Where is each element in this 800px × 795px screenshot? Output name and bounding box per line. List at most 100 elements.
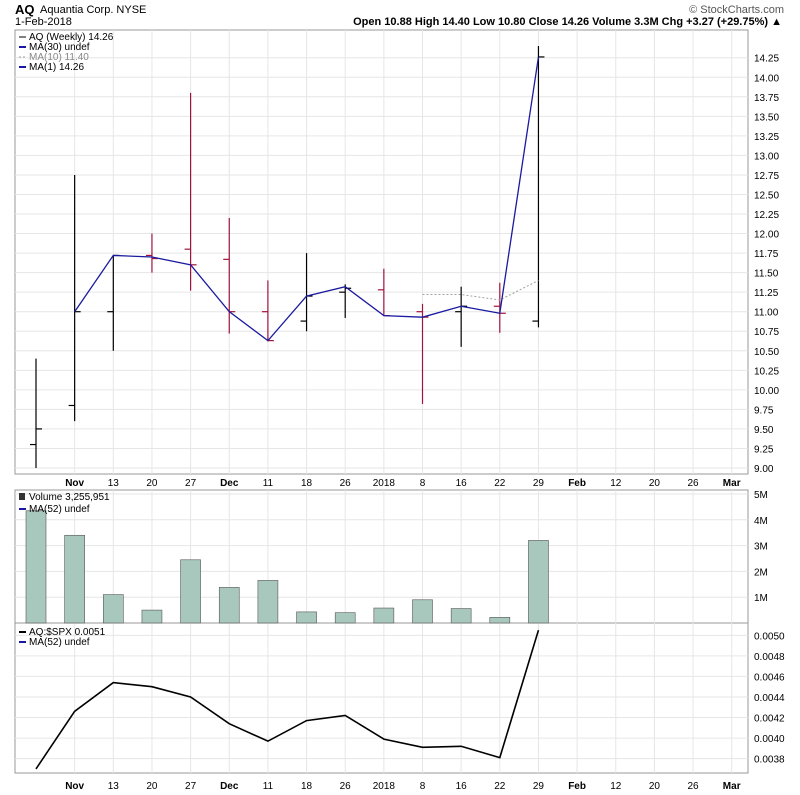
x-tick-label-bottom: Feb xyxy=(568,781,586,792)
volume-bar xyxy=(218,587,240,624)
gridlines xyxy=(15,30,748,773)
axis-labels: Nov Nov 13 13 20 20 27 27 Dec Dec 11 11 18 18 26 26 2018… xyxy=(65,54,785,792)
y-tick-label-price: 9.50 xyxy=(754,425,774,436)
x-tick-label-bottom: 20 xyxy=(649,781,661,792)
price-panel-frame xyxy=(14,29,749,475)
y-tick-label-price: 11.75 xyxy=(754,249,779,260)
ratio-ma-legend-label: MA(52) undef xyxy=(29,637,90,648)
x-tick-label-price: 22 xyxy=(494,478,506,489)
x-tick-label-price: 18 xyxy=(301,478,313,489)
ma10-line xyxy=(422,279,539,301)
y-tick-label-ratio: 0.0042 xyxy=(754,714,785,725)
volume-bar xyxy=(103,594,124,624)
y-tick-label-price: 9.75 xyxy=(754,405,774,416)
ma1-legend-label: MA(1) 14.26 xyxy=(29,62,84,73)
x-tick-label-bottom: 26 xyxy=(340,781,352,792)
y-tick-label-volume: 5M xyxy=(754,490,768,501)
ratio-line xyxy=(35,629,540,770)
volume-panel-frame xyxy=(14,489,749,624)
x-tick-label-bottom: Dec xyxy=(220,781,239,792)
y-tick-label-price: 14.00 xyxy=(754,73,779,84)
price-ohlc-bars xyxy=(30,46,545,468)
y-tick-label-price: 10.25 xyxy=(754,366,779,377)
x-tick-label-bottom: 29 xyxy=(533,781,545,792)
watermark: © StockCharts.com xyxy=(689,4,784,16)
volume-bar xyxy=(25,510,47,624)
y-tick-label-price: 13.50 xyxy=(754,112,779,123)
x-tick-label-price: Dec xyxy=(220,478,239,489)
y-tick-label-price: 10.75 xyxy=(754,327,779,338)
volume-bar xyxy=(64,534,85,624)
y-tick-label-price: 9.00 xyxy=(754,464,774,475)
x-tick-label-price: 8 xyxy=(420,478,426,489)
moving-average-lines xyxy=(74,56,540,342)
x-tick-label-price: Nov xyxy=(65,478,84,489)
volume-bar xyxy=(180,559,201,624)
x-tick-label-bottom: 20 xyxy=(146,781,158,792)
ratio-legend: AQ:$SPX 0.0051 MA(52) undef xyxy=(19,627,106,648)
company-name: Aquantia Corp. NYSE xyxy=(40,4,147,16)
y-tick-label-ratio: 0.0038 xyxy=(754,755,785,766)
volume-bar xyxy=(450,608,472,624)
y-tick-label-ratio: 0.0050 xyxy=(754,631,785,642)
y-tick-label-ratio: 0.0044 xyxy=(754,693,785,704)
price-legend: AQ (Weekly) 14.26 MA(30) undef MA(10) 11… xyxy=(19,32,114,73)
y-tick-label-price: 11.25 xyxy=(754,288,779,299)
y-tick-label-ratio: 0.0048 xyxy=(754,652,785,663)
y-tick-label-price: 11.50 xyxy=(754,269,779,280)
vol-ma-legend-label: MA(52) undef xyxy=(29,504,90,515)
volume-bar xyxy=(489,617,511,624)
y-tick-label-ratio: 0.0040 xyxy=(754,734,785,745)
ticker-symbol: AQ xyxy=(15,2,35,17)
x-tick-label-bottom: 13 xyxy=(108,781,120,792)
x-tick-label-bottom: 26 xyxy=(687,781,699,792)
x-tick-label-price: Feb xyxy=(568,478,586,489)
ma30-legend-label: MA(30) undef xyxy=(29,42,90,53)
volume-bar xyxy=(528,540,549,624)
ratio-legend-label: AQ:$SPX 0.0051 xyxy=(29,627,106,638)
x-tick-label-bottom: Nov xyxy=(65,781,84,792)
ratio-panel-frame xyxy=(14,622,749,774)
x-tick-label-price: 26 xyxy=(687,478,699,489)
y-tick-label-price: 12.50 xyxy=(754,190,779,201)
y-tick-label-price: 13.75 xyxy=(754,93,779,104)
x-tick-label-bottom: 12 xyxy=(610,781,622,792)
x-tick-label-bottom: Mar xyxy=(723,781,741,792)
volume-bar xyxy=(296,611,317,624)
y-tick-label-price: 10.50 xyxy=(754,347,779,358)
chart-date: 1-Feb-2018 xyxy=(15,16,72,28)
x-tick-label-price: Mar xyxy=(723,478,741,489)
x-tick-label-price: 2018 xyxy=(373,478,396,489)
y-tick-label-volume: 2M xyxy=(754,567,768,578)
y-tick-label-price: 12.75 xyxy=(754,171,779,182)
x-tick-label-price: 12 xyxy=(610,478,622,489)
y-tick-label-price: 9.25 xyxy=(754,444,774,455)
y-tick-label-price: 12.25 xyxy=(754,210,779,221)
volume-bar xyxy=(257,580,279,624)
volume-bar xyxy=(412,599,433,624)
ohlc-summary: Open 10.88 High 14.40 Low 10.80 Close 14… xyxy=(353,16,782,28)
x-tick-label-bottom: 27 xyxy=(185,781,197,792)
y-tick-label-volume: 4M xyxy=(754,516,768,527)
y-tick-label-volume: 1M xyxy=(754,593,768,604)
volume-bar xyxy=(141,609,163,624)
y-tick-label-price: 13.25 xyxy=(754,132,779,143)
ma1-line xyxy=(74,56,540,342)
x-tick-label-bottom: 22 xyxy=(494,781,506,792)
x-tick-label-price: 26 xyxy=(340,478,352,489)
volume-bars xyxy=(25,510,549,624)
x-tick-label-bottom: 18 xyxy=(301,781,313,792)
x-tick-label-bottom: 16 xyxy=(456,781,468,792)
x-tick-label-bottom: 11 xyxy=(263,781,274,792)
x-tick-label-price: 20 xyxy=(649,478,661,489)
price-legend-label: AQ (Weekly) 14.26 xyxy=(29,32,114,43)
y-tick-label-ratio: 0.0046 xyxy=(754,672,785,683)
y-tick-label-price: 14.25 xyxy=(754,54,779,65)
y-tick-label-price: 12.00 xyxy=(754,230,779,241)
y-tick-label-volume: 3M xyxy=(754,542,768,553)
volume-legend-swatch xyxy=(19,493,25,500)
volume-legend-label: Volume 3,255,951 xyxy=(29,492,110,503)
x-tick-label-price: 29 xyxy=(533,478,545,489)
